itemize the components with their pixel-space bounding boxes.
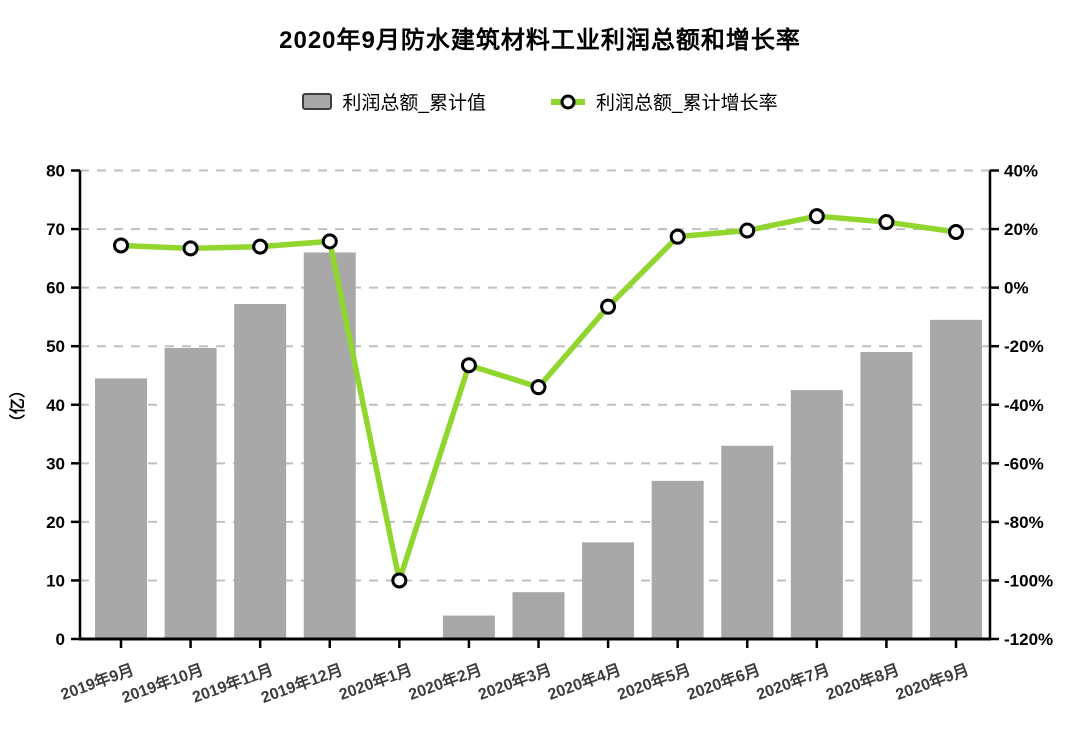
right-axis-tick-label: -80% [1004,513,1044,532]
x-axis-tick-label: 2020年4月 [545,660,623,704]
x-axis-tick-label: 2020年2月 [406,660,484,704]
bar-2020年5月 [651,480,704,639]
bar-2020年6月 [721,445,774,639]
line-marker-2020年9月 [948,223,964,240]
line-marker-2019年10月 [182,240,199,257]
x-axis-tick-label: 2020年9月 [893,660,971,704]
line-marker-2020年5月 [669,228,686,245]
left-axis-tick-label: 0 [56,630,65,649]
x-axis-tick-label: 2020年3月 [475,660,553,704]
x-axis-tick-label: 2020年1月 [336,660,414,704]
chart-legend: 利润总额_累计值 利润总额_累计增长率 [0,88,1080,115]
bar-2020年9月 [930,319,982,639]
bar-2020年4月 [582,542,635,639]
line-marker-2020年8月 [878,214,895,231]
bar-2019年11月 [234,304,287,639]
line-marker-2019年12月 [321,233,338,250]
x-axis-tick-label: 2020年7月 [754,660,832,704]
right-axis-tick-label: -120% [1004,630,1053,649]
right-axis-tick-label: 20% [1004,220,1038,239]
bar-2020年2月 [442,615,495,639]
line-marker-2020年2月 [460,357,477,374]
right-axis-tick-label: -100% [1004,571,1053,590]
right-axis-tick-label: -40% [1004,396,1044,415]
line-marker-2020年1月 [391,572,408,589]
legend-item-line-series[interactable]: 利润总额_累计增长率 [550,88,778,115]
left-axis-tick-label: 70 [46,220,65,239]
line-series-swatch-icon [550,92,586,112]
line-marker-2020年3月 [530,379,547,396]
left-axis-tick-label: 10 [46,571,65,590]
bar-2019年9月 [95,378,147,639]
right-axis-tick-label: 40% [1004,162,1038,181]
right-axis-tick-label: -60% [1004,454,1044,473]
legend-label-bar-series: 利润总额_累计值 [342,93,486,114]
line-marker-2019年11月 [252,238,269,255]
bar-2020年8月 [860,352,913,639]
bar-2020年7月 [790,390,843,639]
line-marker-2020年6月 [739,222,756,239]
right-axis-tick-label: 0% [1004,279,1029,298]
left-axis-tick-label: 80 [46,162,65,181]
legend-item-bar-series[interactable]: 利润总额_累计值 [302,88,486,115]
left-axis-tick-label: 40 [46,396,65,415]
x-axis-tick-label: 2020年5月 [615,660,693,704]
left-axis-tick-label: 60 [46,279,65,298]
x-axis-tick-label: 2020年6月 [684,660,762,704]
right-axis-tick-label: -20% [1004,337,1044,356]
legend-label-line-series: 利润总额_累计增长率 [596,93,778,114]
line-marker-2019年9月 [113,237,129,254]
left-axis-tick-label: 50 [46,337,65,356]
x-axis-tick-label: 2020年8月 [823,660,901,704]
left-axis-tick-label: 20 [46,513,65,532]
left-axis-tick-label: 30 [46,454,65,473]
line-marker-2020年7月 [808,208,825,225]
chart-title: 2020年9月防水建筑材料工业利润总额和增长率 [279,27,801,54]
bar-2019年10月 [164,347,217,639]
line-marker-2020年4月 [600,298,617,315]
bar-2020年3月 [512,592,565,639]
left-axis-title: （亿） [8,382,27,430]
bar-2019年12月 [303,252,356,640]
bar-series-swatch-icon [302,93,333,110]
